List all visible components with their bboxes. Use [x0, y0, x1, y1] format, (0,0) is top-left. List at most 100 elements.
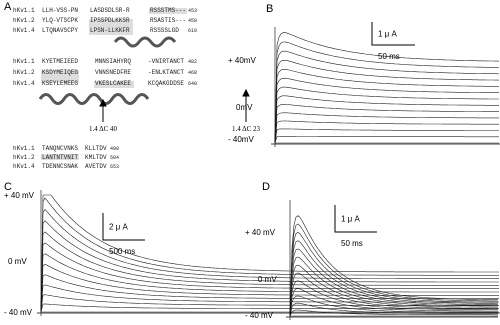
voltage-label: 0 mV	[258, 275, 277, 284]
sequence-segment: TANQNCVNKS	[42, 145, 78, 152]
current-trace	[40, 209, 499, 313]
voltage-label: - 40 mV	[4, 308, 33, 317]
residue-number: 653	[110, 164, 119, 170]
scale-label: 1 μ A	[378, 30, 398, 39]
sequence-name: hKv1.4	[13, 27, 35, 34]
scale-label: 1 μ A	[341, 215, 361, 224]
sequence-segment: KYETMEIEED	[42, 58, 78, 65]
current-trace	[274, 104, 499, 144]
sequence-segment: LPSN-LLKKFR	[90, 27, 130, 34]
current-trace	[289, 264, 498, 317]
current-trace	[289, 288, 498, 317]
scale-bar	[334, 205, 377, 233]
sequence-segment: -VNIRTANCT	[148, 58, 184, 65]
sequence-name: hKv1.4	[13, 80, 35, 87]
sequence-segment: KSEYLEMEEG	[42, 80, 78, 87]
sequence-segment: LLH-VSS-PN	[42, 7, 78, 14]
current-trace	[274, 32, 499, 144]
current-trace	[274, 50, 499, 144]
current-trace	[274, 77, 499, 144]
arrow	[99, 88, 250, 122]
sequence-segment: VNNSNEDFRE	[95, 69, 131, 76]
sequence-segment: VKESLCAKEE	[95, 80, 131, 87]
current-trace	[40, 194, 499, 313]
sequence-segment: LTQNAVSCPY	[42, 27, 78, 34]
current-trace	[289, 223, 499, 317]
sequence-segment: KMLTDV	[85, 154, 107, 161]
current-trace	[289, 295, 498, 317]
current-trace	[40, 220, 499, 313]
current-trace	[289, 248, 498, 317]
current-trace	[289, 215, 498, 317]
current-trace	[274, 136, 499, 144]
sequence-segment: AVETDV	[85, 163, 107, 170]
scale-label: 50 ms	[378, 52, 400, 61]
current-trace	[274, 128, 499, 144]
current-trace	[40, 242, 499, 313]
current-trace	[40, 294, 499, 313]
residue-number: 498	[110, 146, 119, 152]
voltage-label: - 40mV	[228, 135, 254, 144]
residue-number: 640	[188, 81, 197, 87]
residue-number: 459	[188, 18, 197, 24]
current-trace	[274, 60, 499, 144]
sequence-segment: RSSSTMS---	[150, 7, 186, 14]
current-trace	[40, 263, 499, 313]
scale-bar	[102, 213, 145, 241]
sequence-segment: TDENNCSNAK	[42, 163, 78, 170]
sequence-name: hKv1.2	[13, 69, 35, 76]
residue-number: 504	[110, 155, 119, 161]
sequence-segment: YLQ-VTSCPK	[42, 17, 78, 24]
current-trace	[289, 256, 498, 317]
voltage-label: + 40 mV	[4, 191, 35, 200]
sequence-name: hKv1.1	[13, 145, 35, 152]
current-trace	[289, 272, 498, 317]
annotation: 1.4 ΔC 40	[89, 125, 118, 133]
sequence-segment: IPSSPDLKKSR	[90, 17, 130, 24]
sequence-segment: RSSSSLGD	[150, 27, 179, 34]
current-trace	[40, 197, 499, 313]
voltage-label: + 40mV	[228, 56, 256, 65]
current-trace	[289, 240, 498, 317]
sequence-name: hKv1.2	[13, 154, 35, 161]
current-trace	[289, 232, 498, 317]
current-trace	[289, 280, 498, 317]
residue-number: 610	[188, 28, 197, 34]
current-trace	[40, 253, 499, 313]
current-trace	[274, 120, 499, 144]
current-trace	[274, 112, 499, 144]
sequence-segment: RSASTIS---	[150, 17, 186, 24]
sequence-segment: LANTNTVNIT	[42, 154, 78, 161]
sequence-name: hKv1.1	[13, 58, 35, 65]
sequence-segment: KCQAKGDDSE	[148, 80, 184, 87]
voltage-label: - 40 mV	[245, 311, 274, 320]
sequence-segment: KLLTDV	[85, 145, 107, 152]
helix	[38, 36, 177, 105]
sequence-name: hKv1.4	[13, 163, 35, 170]
sequence-segment: LASDSDLSR-R	[90, 7, 130, 14]
residue-number: 482	[188, 59, 197, 65]
voltage-label: 0 mV	[8, 257, 27, 266]
sequence-name: hKv1.1	[13, 7, 35, 14]
sequence-segment: MNNSIAHYRQ	[95, 58, 131, 65]
scale-label: 2 μ A	[109, 223, 129, 232]
current-trace	[274, 41, 500, 144]
current-trace	[289, 309, 498, 317]
panel-label: B	[266, 3, 273, 15]
current-trace	[274, 86, 499, 144]
annotation: 1.4 ΔC 23	[232, 125, 261, 133]
residue-number: 468	[188, 70, 197, 76]
sequence-segment: -ENLKTANCT	[148, 69, 184, 76]
panel-label: A	[4, 1, 12, 13]
sequence-name: hKv1.2	[13, 17, 35, 24]
current-trace	[274, 95, 499, 144]
voltage-label: + 40 mV	[245, 228, 276, 237]
scale-label: 500 ms	[109, 247, 135, 256]
panel-label: D	[262, 181, 270, 193]
sequence-segment: KSDYMEIQEG	[42, 69, 78, 76]
panel-label: C	[4, 181, 12, 193]
scale-bar	[371, 22, 415, 46]
voltage-label: 0mV	[236, 103, 253, 112]
current-trace	[274, 69, 499, 144]
